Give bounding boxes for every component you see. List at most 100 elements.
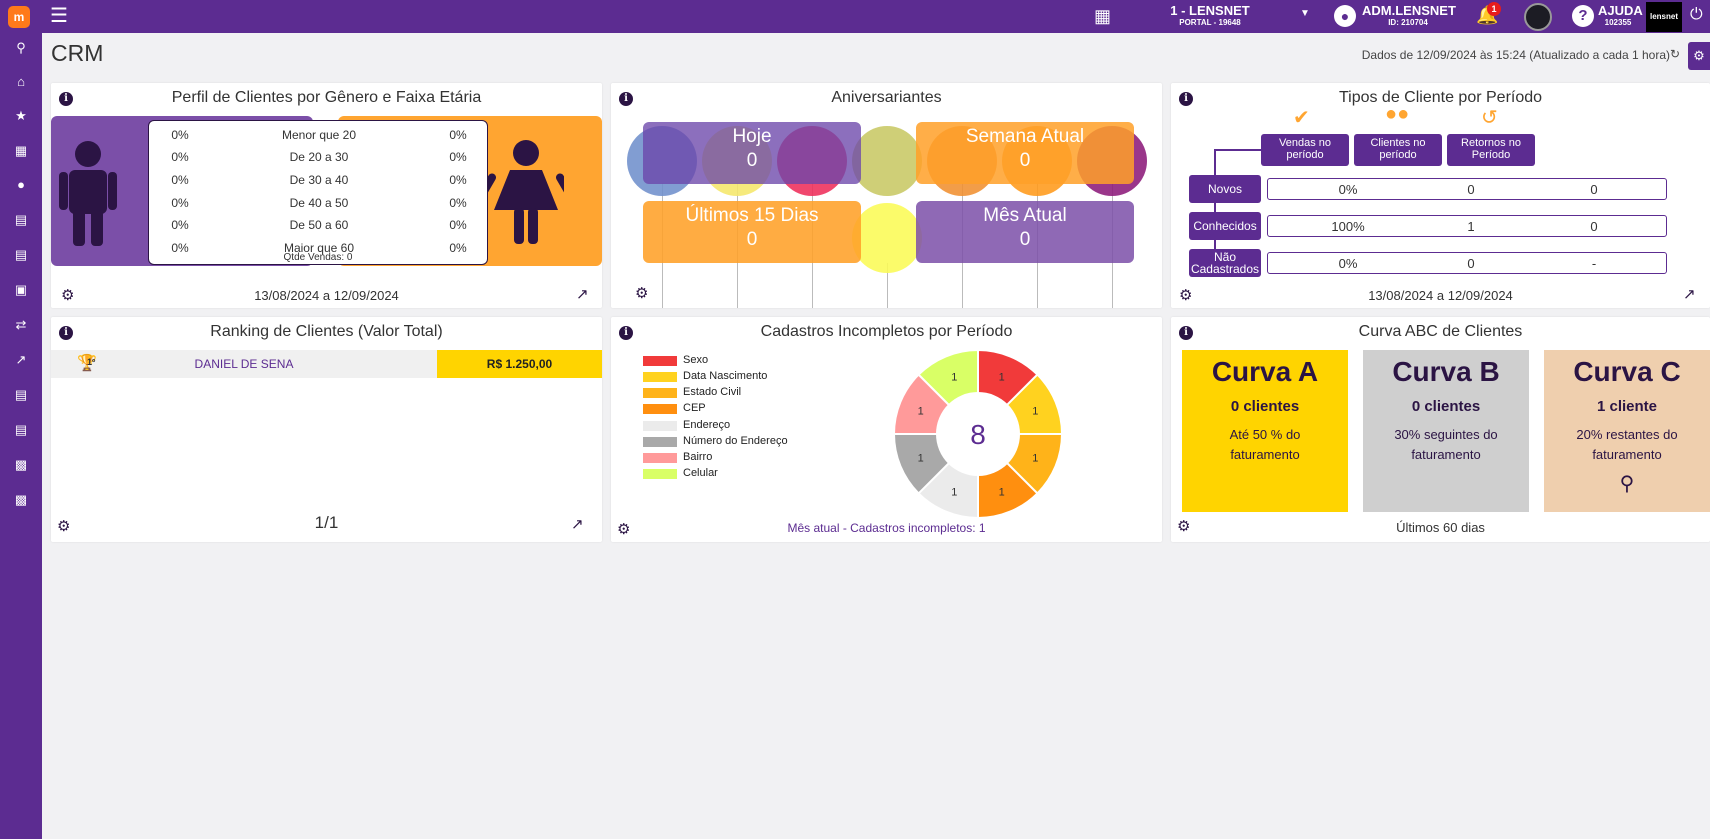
legend-swatch: [643, 356, 677, 366]
users-icon[interactable]: ●: [17, 177, 25, 192]
birthday-week-box[interactable]: Semana Atual 0: [916, 122, 1134, 184]
user-icon[interactable]: ●: [1334, 5, 1356, 27]
external-link-icon[interactable]: ↗: [1683, 286, 1696, 303]
help-icon[interactable]: ?: [1572, 5, 1594, 27]
info-icon[interactable]: i: [619, 92, 633, 106]
birthday-count: 0: [1019, 229, 1031, 250]
legend-swatch: [643, 421, 677, 431]
trophy-icon: 🏆 1º: [77, 355, 97, 372]
curva-desc: Até 50 % do faturamento: [1229, 427, 1301, 462]
birthday-label: Hoje: [732, 126, 772, 147]
store-name: 1 - LENSNET: [1170, 3, 1250, 18]
search-icon[interactable]: ⚲: [1619, 473, 1635, 495]
exchange-icon[interactable]: ⇄: [15, 317, 27, 332]
legend-label: Número do Endereço: [683, 435, 788, 447]
card-title: Ranking de Clientes (Valor Total): [210, 323, 443, 340]
gear-icon[interactable]: ⚙: [57, 518, 71, 535]
settings-gear-icon[interactable]: ⚙: [1688, 42, 1710, 70]
label-conhecidos: Conhecidos: [1189, 212, 1261, 240]
store-selector[interactable]: 1 - LENSNET PORTAL - 19648: [1160, 3, 1260, 27]
client-name: DANIEL DE SENA: [194, 357, 294, 371]
period-label: 13/08/2024 a 12/09/2024: [254, 288, 399, 303]
birthday-month-box[interactable]: Mês Atual 0: [916, 201, 1134, 263]
star-icon[interactable]: ★: [15, 108, 27, 123]
donut-slice-label: 1: [918, 453, 924, 465]
info-icon[interactable]: i: [1179, 92, 1193, 106]
hamburger-menu-icon[interactable]: ☰: [50, 5, 68, 27]
chart-icon[interactable]: ↗: [15, 352, 27, 367]
curva-a-card[interactable]: Curva A 0 clientes Até 50 % do faturamen…: [1182, 350, 1348, 512]
donut-slice-label: 1: [951, 372, 957, 384]
female-percent: 0%: [449, 241, 467, 255]
header-clientes: Clientes no período: [1354, 134, 1442, 166]
curva-c-card[interactable]: Curva C 1 cliente 20% restantes do fatur…: [1544, 350, 1710, 512]
age-range: Maior que 60: [283, 241, 355, 255]
app-logo[interactable]: m: [8, 6, 30, 28]
curva-title: Curva A: [1211, 356, 1319, 387]
donut-slice-label: 1: [999, 486, 1005, 498]
user-menu[interactable]: ADM.LENSNET ID: 210704: [1362, 3, 1456, 27]
card-tipos-cliente: i Tipos de Cliente por Período ✔ ●● ↺ Ve…: [1171, 83, 1710, 308]
gear-icon[interactable]: ⚙: [617, 521, 631, 538]
curva-count: 0 clientes: [1411, 398, 1481, 415]
building-icon[interactable]: ▦: [1094, 6, 1112, 26]
donut-slice-label: 1: [918, 405, 924, 417]
document-icon[interactable]: ▤: [14, 422, 28, 437]
table-row[interactable]: 🏆 1º DANIEL DE SENA R$ 1.250,00: [51, 350, 602, 378]
assistant-avatar[interactable]: [1524, 3, 1552, 31]
pagination[interactable]: 1/1: [314, 513, 339, 532]
age-row: 0% Maior que 60 0%: [149, 241, 487, 261]
birthday-15days-box[interactable]: Últimos 15 Dias 0: [643, 201, 861, 263]
legend-label: Bairro: [683, 451, 713, 463]
chevron-down-icon[interactable]: ▼: [1300, 8, 1310, 19]
age-row: 0% De 30 a 40 0%: [149, 173, 487, 193]
legend-label: Celular: [683, 467, 718, 479]
gear-icon[interactable]: ⚙: [635, 285, 649, 302]
power-icon[interactable]: ⏻: [1690, 6, 1703, 23]
refresh-icon[interactable]: ↻: [1670, 47, 1681, 61]
external-link-icon[interactable]: ↗: [576, 286, 589, 303]
info-icon[interactable]: i: [619, 326, 633, 340]
info-icon[interactable]: i: [59, 326, 73, 340]
search-icon[interactable]: ⚲: [16, 40, 26, 55]
legend-label: Data Nascimento: [683, 370, 768, 382]
card-perfil-clientes: i Perfil de Clientes por Gênero e Faixa …: [51, 83, 602, 308]
age-row: 0% De 40 a 50 0%: [149, 196, 487, 216]
value: 0%: [1338, 256, 1358, 271]
document-icon[interactable]: ▤: [14, 247, 28, 262]
gear-icon[interactable]: ⚙: [1177, 518, 1191, 535]
curva-b-card[interactable]: Curva B 0 clientes 30% seguintes do fatu…: [1363, 350, 1529, 512]
clipboard-icon[interactable]: ▩: [14, 457, 28, 472]
money-icon[interactable]: ▣: [14, 282, 28, 297]
clipboard-icon[interactable]: ▩: [14, 492, 28, 507]
document-icon[interactable]: ▤: [14, 387, 28, 402]
help-menu[interactable]: AJUDA 102355: [1598, 3, 1643, 27]
help-sub: 102355: [1604, 18, 1632, 27]
info-icon[interactable]: i: [1179, 326, 1193, 340]
female-percent: 0%: [449, 218, 467, 232]
info-icon[interactable]: i: [59, 92, 73, 106]
balloon: [852, 203, 922, 273]
building-icon[interactable]: ▦: [14, 143, 28, 158]
rank-position: 1º: [87, 357, 96, 367]
curva-title: Curva B: [1392, 356, 1500, 387]
birthday-today-box[interactable]: Hoje 0: [643, 122, 861, 184]
legend-swatch: [643, 469, 677, 479]
gear-icon[interactable]: ⚙: [1179, 287, 1193, 304]
value: -: [1591, 256, 1597, 271]
gear-icon[interactable]: ⚙: [61, 287, 75, 304]
card-title: Tipos de Cliente por Período: [1338, 89, 1543, 106]
donut-slice-label: 1: [1032, 453, 1038, 465]
value: 0: [1590, 219, 1598, 234]
cadastros-footer: Mês atual - Cadastros incompletos: 1: [787, 521, 986, 535]
age-table: 0% Menor que 20 0% 0% De 20 a 30 0% 0% D…: [148, 120, 488, 265]
curva-footer: Últimos 60 dias: [1396, 520, 1485, 535]
home-icon[interactable]: ⌂: [17, 74, 25, 89]
donut-chart: 1 1 1 1 1 1 1 1 8: [893, 349, 1063, 519]
sidebar: ⚲ ⌂ ★ ▦ ● ▤ ▤ ▣ ⇄ ↗ ▤ ▤ ▩ ▩: [0, 33, 42, 839]
value: 0: [1590, 182, 1598, 197]
external-link-icon[interactable]: ↗: [571, 516, 584, 533]
male-percent: 0%: [171, 173, 189, 187]
document-icon[interactable]: ▤: [14, 212, 28, 227]
card-title: Curva ABC de Clientes: [1358, 323, 1523, 340]
